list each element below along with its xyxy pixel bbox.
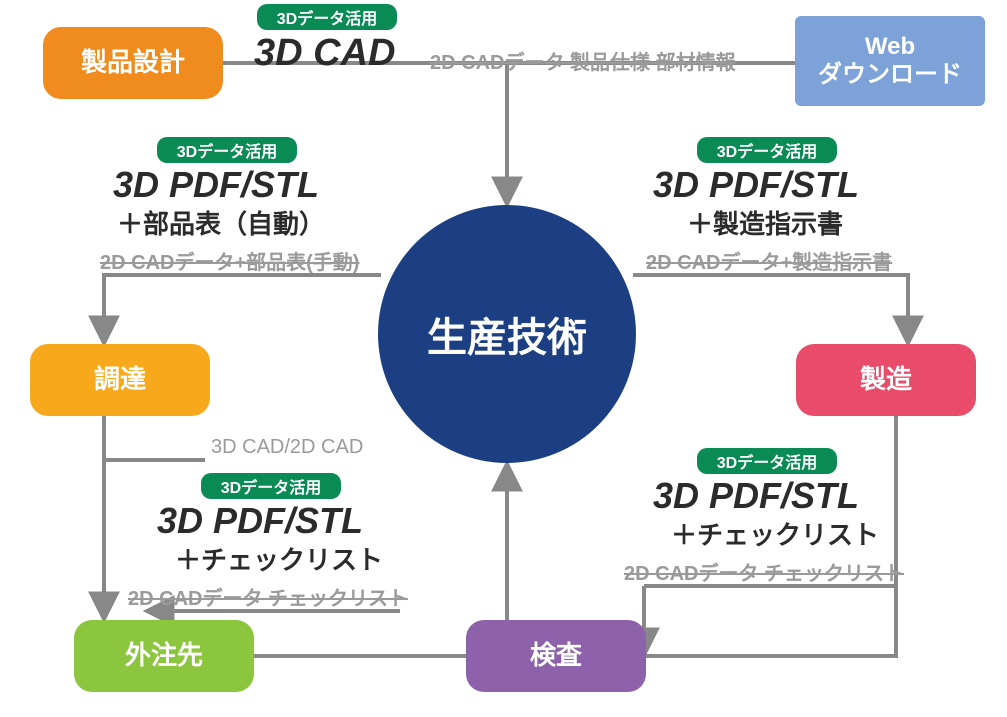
block-title: 3D PDF/STL: [113, 164, 319, 206]
block-subtitle: ＋部品表（自動）: [117, 204, 325, 241]
node-inspection: 検査: [466, 620, 646, 692]
block-title: 3D PDF/STL: [653, 164, 859, 206]
block-title: 3D PDF/STL: [653, 475, 859, 517]
block-strike: 2D CADデータ+部品表(手動): [100, 246, 359, 275]
badge-3d-data: 3Dデータ活用: [157, 137, 297, 163]
block-title: 3D PDF/STL: [157, 500, 363, 542]
block-subtitle: ＋チェックリスト: [175, 540, 383, 577]
node-web-download: Webダウンロード: [795, 16, 985, 106]
plain-label: 3D CAD/2D CAD: [211, 436, 363, 459]
badge-3d-data: 3Dデータ活用: [257, 4, 397, 30]
badge-3d-data: 3Dデータ活用: [697, 137, 837, 163]
block-strike: 2D CADデータ+製造指示書: [646, 246, 892, 275]
center-node-production-tech: 生産技術: [378, 205, 636, 463]
node-label: 製品設計: [81, 48, 185, 78]
badge-3d-data: 3Dデータ活用: [201, 473, 341, 499]
badge-3d-data: 3Dデータ活用: [697, 448, 837, 474]
block-subtitle: ＋チェックリスト: [671, 515, 879, 552]
block-subtitle: ＋製造指示書: [687, 204, 843, 241]
node-label: 外注先: [125, 641, 203, 671]
block-strike: 2D CADデータ チェックリスト: [624, 557, 904, 586]
node-label: 検査: [530, 641, 582, 671]
node-product-design: 製品設計: [43, 27, 223, 99]
node-procurement: 調達: [30, 344, 210, 416]
block-title: 3D CAD: [254, 32, 395, 75]
node-manufacturing: 製造: [796, 344, 976, 416]
center-node-label: 生産技術: [427, 305, 587, 363]
node-label: 調達: [94, 365, 146, 395]
node-label: Webダウンロード: [818, 33, 962, 88]
node-outsourcing: 外注先: [74, 620, 254, 692]
block-strike: 2D CADデータ 製品仕様 部材情報: [430, 46, 736, 75]
block-strike: 2D CADデータ チェックリスト: [128, 582, 408, 611]
node-label: 製造: [860, 365, 912, 395]
